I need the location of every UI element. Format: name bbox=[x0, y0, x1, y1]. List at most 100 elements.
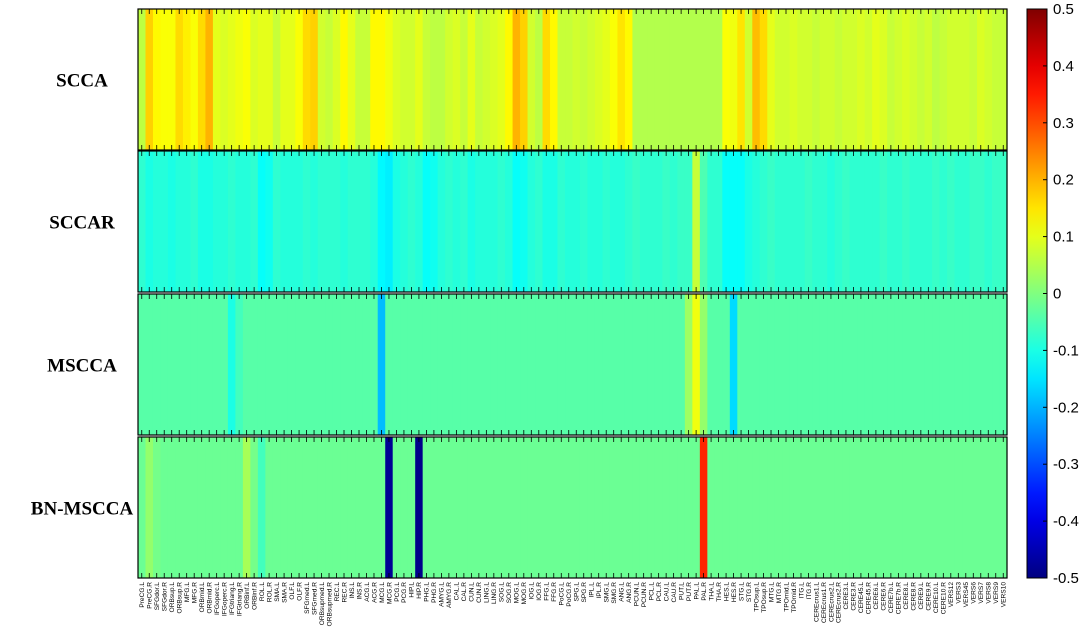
region-label-pcg-l: PCG.L bbox=[394, 582, 401, 602]
cell-sccar-spg-r bbox=[579, 151, 589, 292]
cell-bn-mscca-orbsup-l bbox=[167, 437, 177, 578]
cell-scca-cere45-r bbox=[864, 9, 873, 150]
region-label-pcg-r: PCG.R bbox=[401, 582, 408, 603]
cell-bn-mscca-ipl-r bbox=[594, 437, 604, 578]
cell-scca-sfgdor-r bbox=[160, 9, 169, 150]
cell-sccar-cere6-r bbox=[879, 151, 888, 292]
region-label-mfg-l: MFG.L bbox=[184, 582, 191, 602]
cell-mscca-mcg-r bbox=[385, 294, 394, 435]
cell-scca-pal-l bbox=[692, 9, 701, 150]
cell-sccar-cerecrus2-l bbox=[827, 151, 836, 292]
cell-scca-ling-r bbox=[490, 9, 499, 150]
region-label-mog-l: MOG.L bbox=[514, 582, 521, 604]
cell-sccar-orbinf-r bbox=[250, 151, 259, 292]
colorbar-tick-label: 0 bbox=[1053, 286, 1061, 303]
cell-scca-precg-r bbox=[145, 9, 154, 150]
cell-bn-mscca-cere45-r bbox=[864, 437, 873, 578]
region-label-cere10-r: CERE10.R bbox=[941, 582, 948, 614]
cell-bn-mscca-acg-l bbox=[362, 437, 371, 578]
cell-sccar-mfg-l bbox=[182, 151, 192, 292]
cell-bn-mscca-ins-l bbox=[347, 437, 356, 578]
region-label-pcun-r: PCUN.R bbox=[641, 582, 648, 608]
cell-scca-ifgoperc-r bbox=[220, 9, 229, 150]
cell-bn-mscca-ling-l bbox=[482, 437, 491, 578]
region-label-spg-r: SPG.R bbox=[581, 582, 588, 603]
cell-scca-hip-l bbox=[407, 9, 416, 150]
cell-bn-mscca-orbsup-r bbox=[175, 437, 184, 578]
cell-mscca-tpomid-r bbox=[789, 294, 798, 435]
colorbar-tick-label: 0.5 bbox=[1053, 1, 1074, 18]
cell-sccar-acg-l bbox=[362, 151, 371, 292]
cell-mscca-ipl-r bbox=[594, 294, 604, 435]
cell-scca-ipl-r bbox=[594, 9, 604, 150]
region-label-tpomid-l: TPOmid.L bbox=[783, 582, 790, 612]
cell-sccar-ffg-l bbox=[542, 151, 551, 292]
cell-scca-cerecrus2-l bbox=[827, 9, 836, 150]
cell-mscca-rec-r bbox=[340, 294, 349, 435]
cell-bn-mscca-cere6-l bbox=[872, 437, 881, 578]
cell-mscca-cere9-r bbox=[924, 294, 933, 435]
cell-bn-mscca-hip-r bbox=[415, 437, 424, 578]
cell-scca-pcun-r bbox=[639, 9, 649, 150]
region-label-cere45-l: CERE45.L bbox=[858, 582, 865, 613]
cell-bn-mscca-vers12 bbox=[947, 437, 956, 578]
region-label-ffg-l: FFG.L bbox=[544, 582, 551, 601]
cell-bn-mscca-sog-r bbox=[505, 437, 514, 578]
cell-sccar-rol-l bbox=[257, 151, 266, 292]
cell-bn-mscca-pcun-r bbox=[639, 437, 649, 578]
region-label-orbinf-r: ORBinf.R bbox=[251, 582, 258, 610]
cell-mscca-rol-r bbox=[265, 294, 274, 435]
cell-mscca-vers3 bbox=[954, 294, 963, 435]
region-label-orbmid-r: ORBmid.R bbox=[206, 582, 213, 614]
cell-mscca-iog-r bbox=[535, 294, 544, 435]
cell-bn-mscca-vers3 bbox=[954, 437, 963, 578]
cell-scca-spg-r bbox=[579, 9, 589, 150]
cell-mscca-vers8 bbox=[984, 294, 993, 435]
cell-scca-orbsup-l bbox=[167, 9, 177, 150]
region-label-cerecrus2-r: CEREcrus2.R bbox=[836, 582, 843, 623]
cell-scca-itg-r bbox=[804, 9, 813, 150]
cell-bn-mscca-vers45 bbox=[962, 437, 971, 578]
region-label-sfgmed-l: SFGmed.L bbox=[304, 582, 311, 614]
cell-bn-mscca-sfgdor-l bbox=[152, 437, 162, 578]
cell-bn-mscca-sfgmed-l bbox=[302, 437, 311, 578]
cell-scca-tha-l bbox=[707, 9, 716, 150]
cell-mscca-cun-l bbox=[467, 294, 476, 435]
cell-sccar-ifgtriang-r bbox=[235, 151, 244, 292]
cell-sccar-sma-l bbox=[272, 151, 281, 292]
cell-bn-mscca-cere3-r bbox=[849, 437, 858, 578]
cell-mscca-mfg-l bbox=[182, 294, 192, 435]
cell-sccar-hip-r bbox=[415, 151, 424, 292]
row-label-bn-mscca: BN-MSCCA bbox=[31, 499, 134, 520]
cell-scca-pocg-r bbox=[565, 9, 574, 150]
region-label-ins-l: INS.L bbox=[349, 582, 356, 599]
cell-scca-vers7 bbox=[977, 9, 986, 150]
cell-bn-mscca-hes-r bbox=[729, 437, 738, 578]
cell-sccar-cerecrus2-r bbox=[834, 151, 843, 292]
cell-mscca-acg-r bbox=[370, 294, 379, 435]
region-label-cere6-l: CERE6.L bbox=[873, 582, 880, 610]
cell-scca-cere8-l bbox=[902, 9, 911, 150]
cell-scca-smg-r bbox=[609, 9, 619, 150]
region-label-ipl-l: IPL.L bbox=[589, 582, 596, 598]
cell-scca-cere9-r bbox=[924, 9, 933, 150]
colorbar-tick-label: -0.3 bbox=[1053, 456, 1079, 473]
cell-sccar-cere9-l bbox=[917, 151, 926, 292]
row-label-sccar: SCCAR bbox=[49, 213, 115, 234]
region-label-itg-l: ITG.L bbox=[798, 582, 805, 599]
cell-scca-smg-l bbox=[602, 9, 611, 150]
cell-bn-mscca-itg-l bbox=[797, 437, 806, 578]
cell-bn-mscca-rec-r bbox=[340, 437, 349, 578]
region-label-sog-l: SOG.L bbox=[499, 582, 506, 602]
region-label-sma-l: SMA.L bbox=[274, 582, 281, 602]
tick-marks-mscca bbox=[141, 294, 1004, 435]
region-label-vers6: VERS6 bbox=[971, 582, 978, 604]
cell-sccar-mcg-l bbox=[377, 151, 386, 292]
region-label-hes-l: HES.L bbox=[723, 582, 730, 601]
cell-sccar-vers9 bbox=[992, 151, 1001, 292]
cell-bn-mscca-pcl-r bbox=[654, 437, 663, 578]
cell-sccar-pal-r bbox=[699, 151, 708, 292]
cell-bn-mscca-cau-r bbox=[669, 437, 678, 578]
cell-scca-iog-l bbox=[527, 9, 536, 150]
